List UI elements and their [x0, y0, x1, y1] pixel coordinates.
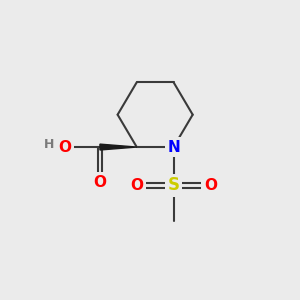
Text: O: O: [58, 140, 71, 154]
Text: S: S: [168, 176, 180, 194]
Polygon shape: [100, 144, 137, 150]
Text: H: H: [44, 138, 55, 151]
Text: O: O: [93, 175, 106, 190]
Text: ·: ·: [54, 139, 58, 153]
Text: N: N: [167, 140, 180, 154]
Text: O: O: [130, 178, 143, 193]
Text: O: O: [204, 178, 217, 193]
